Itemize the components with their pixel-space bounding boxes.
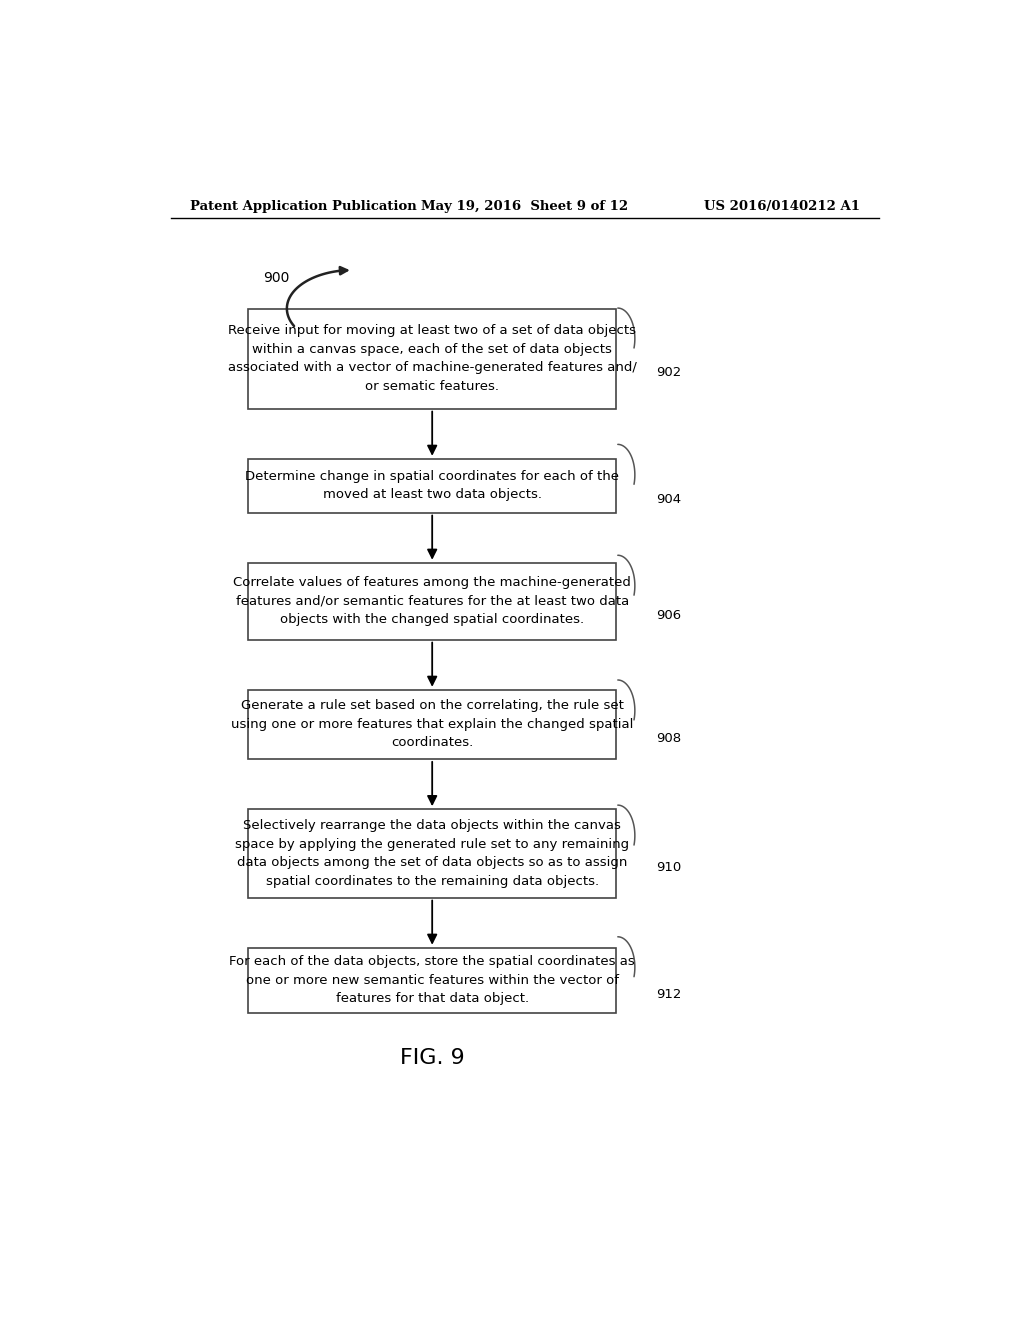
Text: May 19, 2016  Sheet 9 of 12: May 19, 2016 Sheet 9 of 12 [421,199,629,213]
Text: FIG. 9: FIG. 9 [399,1048,465,1068]
FancyBboxPatch shape [248,809,616,898]
Text: For each of the data objects, store the spatial coordinates as
one or more new s: For each of the data objects, store the … [229,956,635,1006]
Text: 900: 900 [263,272,290,285]
FancyBboxPatch shape [248,459,616,512]
Text: Correlate values of features among the machine-generated
features and/or semanti: Correlate values of features among the m… [233,576,631,626]
Text: US 2016/0140212 A1: US 2016/0140212 A1 [703,199,859,213]
Text: 912: 912 [656,987,682,1001]
FancyBboxPatch shape [248,562,616,640]
Text: 908: 908 [656,731,682,744]
Text: 910: 910 [656,861,682,874]
FancyBboxPatch shape [248,309,616,409]
FancyBboxPatch shape [248,689,616,759]
Text: 906: 906 [656,609,682,622]
FancyBboxPatch shape [248,948,616,1014]
Text: 904: 904 [656,492,682,506]
Text: 902: 902 [656,366,682,379]
Text: Receive input for moving at least two of a set of data objects
within a canvas s: Receive input for moving at least two of… [227,325,637,393]
Text: Selectively rearrange the data objects within the canvas
space by applying the g: Selectively rearrange the data objects w… [236,820,630,887]
Text: Determine change in spatial coordinates for each of the
moved at least two data : Determine change in spatial coordinates … [245,470,620,502]
Text: Patent Application Publication: Patent Application Publication [190,199,417,213]
Text: Generate a rule set based on the correlating, the rule set
using one or more fea: Generate a rule set based on the correla… [231,700,634,750]
